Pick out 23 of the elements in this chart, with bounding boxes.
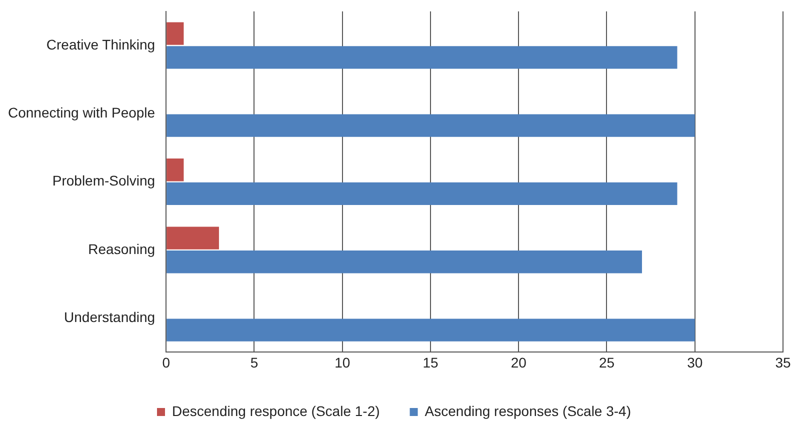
y-tick-label: Connecting with People	[8, 104, 156, 120]
y-tick-label: Understanding	[64, 308, 156, 325]
x-tick-label: 15	[422, 354, 438, 370]
bar	[166, 226, 219, 250]
x-tick-label: 0	[162, 354, 170, 370]
x-tick-label: 5	[250, 354, 258, 370]
x-tick-label: 30	[687, 354, 703, 370]
legend-label: Descending responce (Scale 1-2)	[172, 402, 380, 419]
y-tick-label: Creative Thinking	[46, 36, 156, 52]
bar	[166, 158, 184, 182]
y-tick-label: Problem-Solving	[52, 172, 156, 189]
x-tick-label: 20	[510, 354, 527, 370]
x-tick-label: 10	[334, 354, 350, 370]
legend-label: Ascending responses (Scale 3-4)	[424, 402, 632, 419]
bar	[166, 250, 642, 274]
bar	[166, 46, 678, 69]
bar	[166, 114, 695, 137]
bar	[166, 22, 184, 45]
y-tick-label: Reasoning	[88, 240, 156, 257]
x-tick-label: 25	[598, 354, 615, 370]
bar	[166, 318, 695, 342]
x-tick-label: 35	[775, 354, 791, 370]
bar	[166, 182, 678, 206]
